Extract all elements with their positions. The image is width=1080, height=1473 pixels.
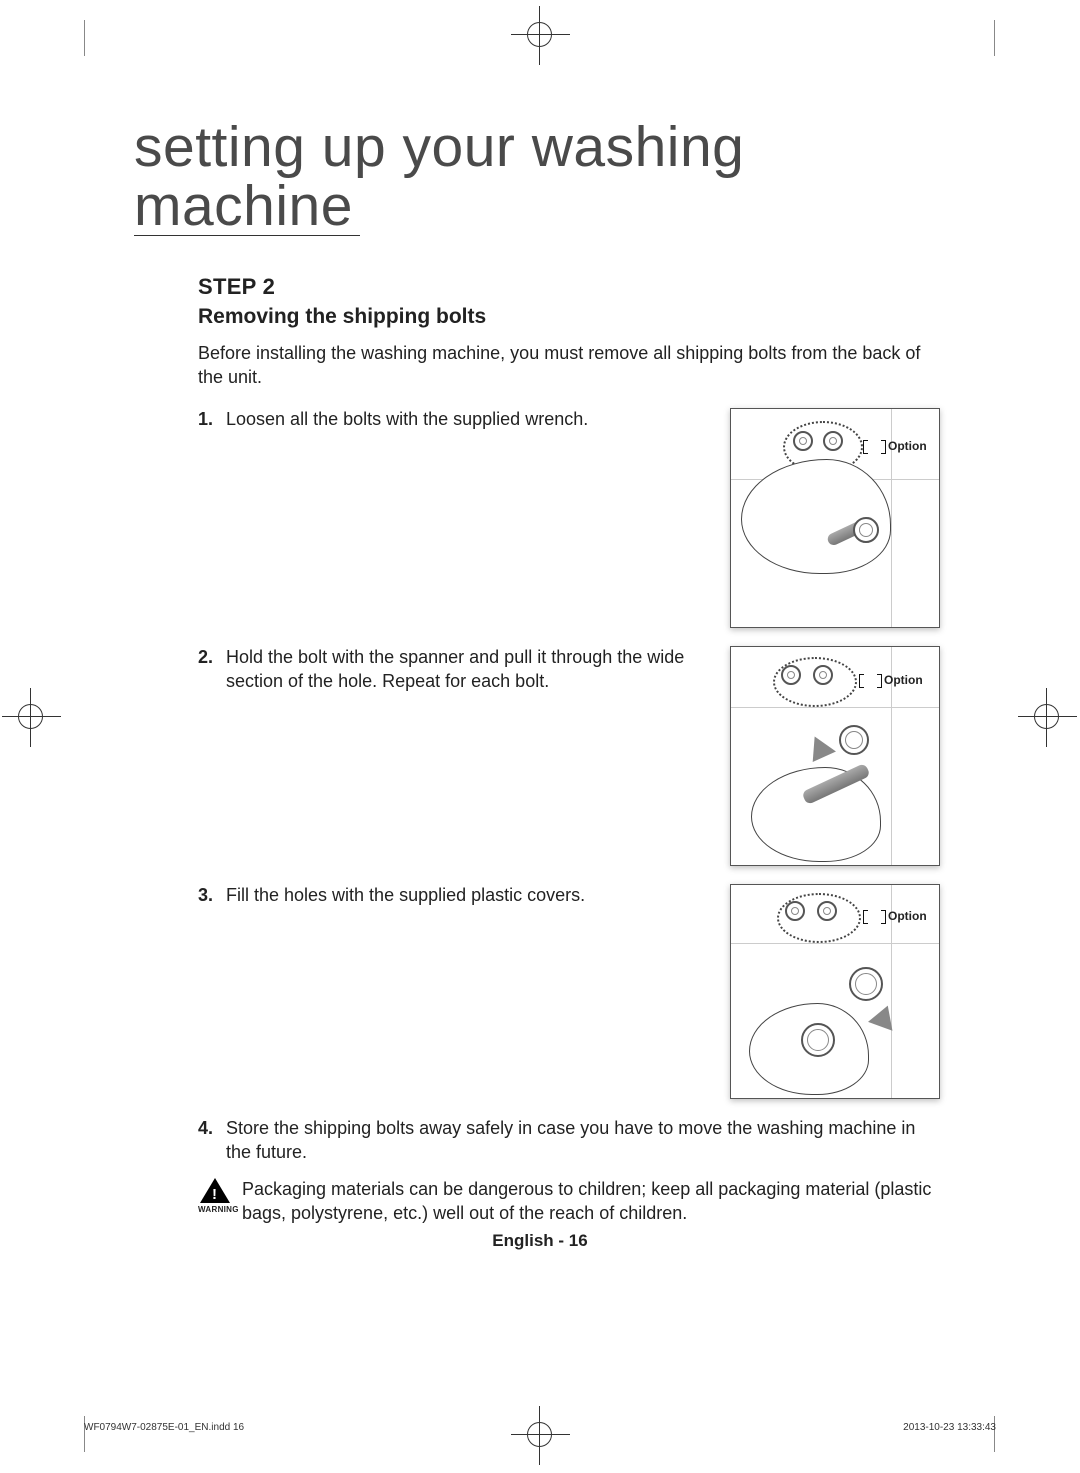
crop-tl-v [84, 20, 85, 56]
register-mark-bottom [523, 1418, 557, 1452]
footer-timestamp: 2013-10-23 13:33:43 [903, 1422, 996, 1433]
step-item: 2. Hold the bolt with the spanner and pu… [198, 646, 940, 866]
step-text: Loosen all the bolts with the supplied w… [226, 408, 712, 432]
step-item: 3. Fill the holes with the supplied plas… [198, 884, 940, 1099]
step-illustration: Option [730, 884, 940, 1099]
step-heading: STEP 2 [198, 272, 940, 301]
step-subtitle: Removing the shipping bolts [198, 303, 940, 331]
step-intro: Before installing the washing machine, y… [198, 342, 940, 390]
step-item: 4. Store the shipping bolts away safely … [198, 1117, 940, 1165]
register-mark-top [523, 18, 557, 52]
option-label: Option [888, 439, 927, 455]
footer-page-number: English - 16 [0, 1231, 1080, 1251]
step-list: 1. Loosen all the bolts with the supplie… [198, 408, 940, 1165]
crop-tr-v [994, 20, 995, 56]
footer-indd-file: WF0794W7-02875E-01_EN.indd 16 [84, 1422, 244, 1433]
option-label: Option [884, 673, 923, 689]
step-number: 2. [198, 646, 213, 670]
warning-text: Packaging materials can be dangerous to … [242, 1178, 940, 1226]
step-text: Store the shipping bolts away safely in … [226, 1117, 940, 1165]
register-mark-right [1030, 700, 1064, 734]
warning-icon: WARNING [198, 1178, 232, 1216]
step-illustration: Option [730, 408, 940, 628]
body: STEP 2 Removing the shipping bolts Befor… [198, 272, 940, 1226]
step-number: 4. [198, 1117, 213, 1141]
step-number: 3. [198, 884, 213, 908]
step-illustration: Option [730, 646, 940, 866]
step-item: 1. Loosen all the bolts with the supplie… [198, 408, 940, 628]
warning-label: WARNING [198, 1205, 232, 1216]
register-mark-left [14, 700, 48, 734]
content-area: setting up your washing machine STEP 2 R… [134, 118, 940, 1226]
step-text: Fill the holes with the supplied plastic… [226, 884, 712, 908]
page-title: setting up your washing machine [134, 118, 940, 237]
step-number: 1. [198, 408, 213, 432]
option-label: Option [888, 909, 927, 925]
warning-row: WARNING Packaging materials can be dange… [198, 1178, 940, 1226]
step-text: Hold the bolt with the spanner and pull … [226, 646, 712, 694]
manual-page: setting up your washing machine STEP 2 R… [0, 0, 1080, 1473]
